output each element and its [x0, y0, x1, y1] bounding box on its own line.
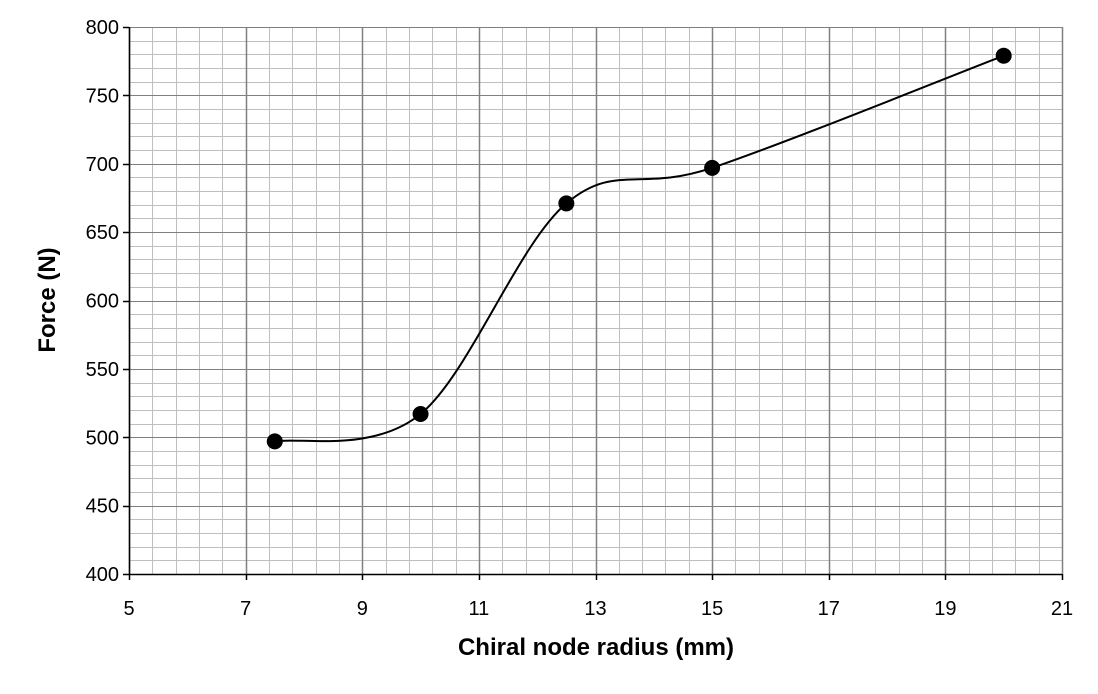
x-axis-title: Chiral node radius (mm)	[458, 634, 734, 661]
x-tick-label: 21	[1051, 598, 1073, 620]
x-tick-label: 13	[584, 598, 606, 620]
y-tick-label: 750	[86, 85, 119, 107]
x-tick-label: 11	[468, 598, 489, 620]
data-point	[412, 406, 429, 423]
series-group	[266, 47, 1012, 450]
y-tick-label: 400	[86, 564, 119, 586]
y-tick-label: 800	[86, 17, 119, 39]
y-tick-labels: 400 450 500 550 600 650 700 750 800	[86, 17, 119, 586]
y-axis-title: Force (N)	[34, 247, 61, 352]
y-tick-label: 500	[86, 427, 119, 449]
data-point	[704, 159, 721, 176]
x-tick-label: 5	[123, 598, 134, 620]
x-tick-label: 7	[240, 598, 251, 620]
axes	[123, 26, 1064, 580]
y-tick-label: 650	[86, 222, 119, 244]
y-tick-label: 550	[86, 359, 119, 381]
x-tick-labels: 5 7 9 11 13 15 17 19 21	[123, 598, 1073, 620]
y-tick-label: 700	[86, 154, 119, 176]
data-point	[995, 47, 1012, 64]
x-tick-label: 15	[701, 598, 723, 620]
data-point	[266, 433, 283, 450]
x-tick-label: 9	[357, 598, 368, 620]
x-tick-label: 17	[818, 598, 840, 620]
x-tick-label: 19	[934, 598, 956, 620]
data-point	[558, 195, 575, 212]
y-tick-label: 450	[86, 496, 119, 518]
y-tick-label: 600	[86, 291, 119, 313]
